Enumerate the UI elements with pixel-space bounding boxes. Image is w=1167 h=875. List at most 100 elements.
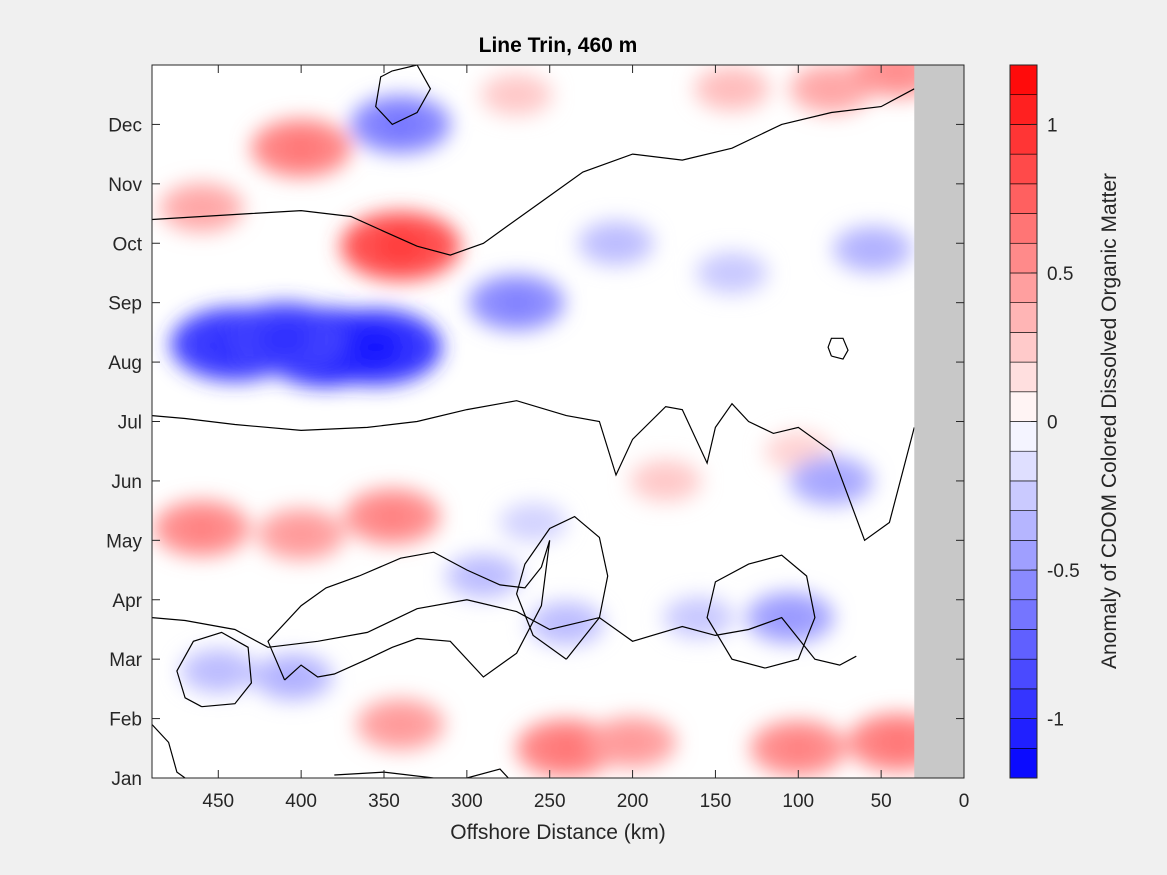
colorbar-band bbox=[1009, 540, 1038, 571]
chart-title: Line Trin, 460 m bbox=[479, 34, 638, 57]
anomaly-field bbox=[153, 65, 948, 778]
colorbar-band bbox=[1009, 569, 1038, 601]
x-tick-label: 200 bbox=[617, 791, 649, 812]
zero-contour-line bbox=[375, 65, 432, 126]
y-tick-label: Aug bbox=[108, 353, 142, 374]
zero-contour-line bbox=[827, 337, 849, 360]
x-tick-label: 300 bbox=[451, 791, 483, 812]
zero-contour-line bbox=[152, 724, 186, 778]
anomaly-core bbox=[519, 513, 547, 532]
x-axis: 450 400 350 300 250 200 150 100 50 0 bbox=[202, 65, 969, 812]
colorbar-tick-label: 0.5 bbox=[1047, 264, 1073, 285]
anomaly-core bbox=[280, 135, 322, 162]
anomaly-core bbox=[347, 330, 404, 365]
no-data-region bbox=[914, 65, 964, 778]
y-tick-label: Dec bbox=[108, 115, 142, 136]
y-tick-label: Feb bbox=[109, 710, 142, 731]
plot-area: 450 400 350 300 250 200 150 100 50 0 Jan Feb Mar Apr… bbox=[106, 64, 969, 844]
anomaly-core bbox=[181, 515, 222, 541]
colorbar-band bbox=[1009, 450, 1038, 482]
colorbar-band bbox=[1009, 272, 1038, 303]
x-tick-label: 100 bbox=[782, 791, 814, 812]
anomaly-core bbox=[878, 65, 917, 83]
y-tick-label: Mar bbox=[109, 650, 142, 671]
colorbar-band bbox=[1009, 688, 1038, 719]
colorbar-band bbox=[1009, 64, 1038, 96]
x-tick-label: 50 bbox=[871, 791, 892, 812]
anomaly-core bbox=[502, 85, 532, 105]
anomaly-core bbox=[468, 565, 499, 586]
colorbar-band bbox=[1009, 153, 1038, 185]
colorbar-band bbox=[1009, 242, 1038, 274]
x-tick-label: 250 bbox=[534, 791, 566, 812]
colorbar-band bbox=[1009, 718, 1038, 749]
zero-contour-line bbox=[152, 599, 857, 666]
anomaly-core bbox=[258, 322, 311, 355]
colorbar-band bbox=[1009, 302, 1038, 333]
anomaly-core bbox=[375, 230, 426, 262]
colorbar-band bbox=[1009, 213, 1038, 244]
x-tick-label: 350 bbox=[368, 791, 400, 812]
colorbar-band bbox=[1009, 510, 1038, 541]
colorbar-band bbox=[1009, 658, 1038, 690]
anomaly-core bbox=[550, 613, 582, 634]
anomaly-core bbox=[717, 263, 747, 283]
anomaly-core bbox=[372, 504, 413, 530]
colorbar-band bbox=[1009, 391, 1038, 422]
anomaly-core bbox=[382, 713, 419, 737]
x-tick-label: 150 bbox=[700, 791, 732, 812]
anomaly-core bbox=[600, 233, 632, 254]
colorbar-band bbox=[1009, 599, 1038, 630]
anomaly-core bbox=[202, 661, 234, 682]
anomaly-core bbox=[379, 111, 422, 138]
colorbar-band bbox=[1009, 124, 1038, 155]
anomaly-core bbox=[283, 522, 320, 546]
zero-contour-line bbox=[515, 515, 609, 660]
x-tick-label: 450 bbox=[202, 791, 234, 812]
anomaly-core bbox=[784, 442, 812, 461]
x-tick-label: 400 bbox=[285, 791, 317, 812]
colorbar-label: Anomaly of CDOM Colored Dissolved Organi… bbox=[1098, 173, 1121, 669]
zero-contour-line bbox=[152, 88, 915, 256]
anomaly-core bbox=[771, 606, 809, 630]
colorbar-band bbox=[1009, 94, 1038, 125]
zero-contour-line bbox=[334, 768, 509, 778]
anomaly-core bbox=[814, 469, 849, 492]
x-tick-label: 0 bbox=[959, 791, 970, 812]
colorbar-band bbox=[1009, 361, 1038, 393]
colorbar-tick-label: 1 bbox=[1047, 115, 1058, 136]
colorbar: -1 -0.5 0 0.5 1 Anomaly of CDOM Colored Diss… bbox=[1009, 64, 1121, 779]
anomaly-core bbox=[496, 290, 537, 316]
anomaly-core bbox=[184, 196, 219, 219]
anomaly-core bbox=[614, 730, 651, 754]
anomaly-core bbox=[684, 608, 714, 628]
anomaly-core bbox=[276, 666, 310, 688]
colorbar-band bbox=[1009, 183, 1038, 214]
y-tick-label: Nov bbox=[108, 175, 142, 196]
colorbar-tick-label: 0 bbox=[1047, 413, 1058, 434]
colorbar-ticks: -1 -0.5 0 0.5 1 bbox=[1031, 115, 1080, 731]
colorbar-band bbox=[1009, 747, 1038, 779]
y-tick-label: Jan bbox=[111, 769, 142, 790]
anomaly-core bbox=[716, 78, 748, 99]
colorbar-band bbox=[1009, 629, 1038, 660]
colorbar-band bbox=[1009, 480, 1038, 511]
zero-contour-line bbox=[706, 554, 816, 669]
anomaly-core bbox=[651, 471, 681, 491]
y-tick-label: Jun bbox=[111, 472, 142, 493]
anomaly-core bbox=[545, 735, 588, 762]
anomaly-core bbox=[814, 77, 849, 100]
zero-contour-line bbox=[152, 400, 915, 542]
zero-contour-line bbox=[267, 540, 551, 681]
y-axis: Jan Feb Mar Apr May Jun Jul Aug Sep Oct Nov Dec bbox=[106, 115, 964, 790]
y-tick-label: May bbox=[106, 531, 142, 552]
y-tick-label: Oct bbox=[112, 234, 142, 255]
y-tick-label: Sep bbox=[108, 294, 142, 315]
anomaly-core bbox=[876, 729, 919, 756]
zero-contour-line bbox=[176, 631, 253, 708]
zero-contours bbox=[152, 65, 915, 778]
anomaly-core bbox=[856, 238, 890, 260]
colorbar-band bbox=[1009, 332, 1038, 363]
x-axis-label: Offshore Distance (km) bbox=[450, 821, 666, 844]
colorbar-tick-label: -0.5 bbox=[1047, 561, 1080, 582]
